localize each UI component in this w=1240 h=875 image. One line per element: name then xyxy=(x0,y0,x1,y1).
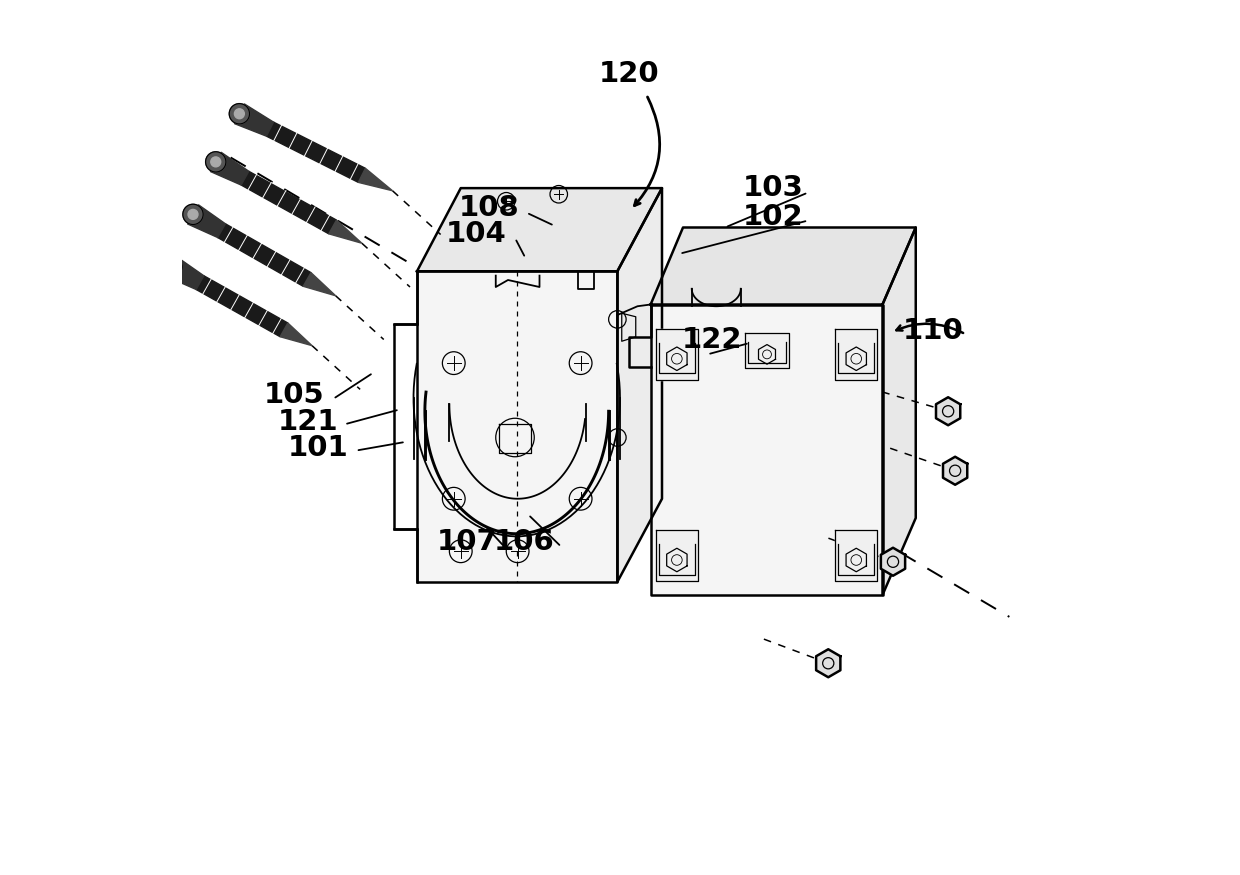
Text: 121: 121 xyxy=(278,408,339,436)
Circle shape xyxy=(211,157,221,167)
Text: 101: 101 xyxy=(288,434,348,462)
Text: 103: 103 xyxy=(743,174,804,202)
Polygon shape xyxy=(651,228,916,304)
Polygon shape xyxy=(267,123,366,182)
Text: 122: 122 xyxy=(682,326,742,354)
Polygon shape xyxy=(417,271,618,582)
Polygon shape xyxy=(883,228,916,595)
Polygon shape xyxy=(816,649,841,677)
Polygon shape xyxy=(241,172,336,234)
Polygon shape xyxy=(651,304,883,595)
Polygon shape xyxy=(211,152,249,185)
Polygon shape xyxy=(417,188,662,271)
Polygon shape xyxy=(280,323,312,346)
Polygon shape xyxy=(656,329,698,380)
Circle shape xyxy=(234,108,244,119)
Circle shape xyxy=(206,151,226,172)
Polygon shape xyxy=(218,224,311,286)
Polygon shape xyxy=(358,168,393,191)
Text: 105: 105 xyxy=(264,382,325,410)
Polygon shape xyxy=(196,276,288,337)
Polygon shape xyxy=(187,205,226,237)
Text: 110: 110 xyxy=(903,317,963,345)
Polygon shape xyxy=(836,329,877,380)
Polygon shape xyxy=(936,397,960,425)
Polygon shape xyxy=(836,530,877,581)
Polygon shape xyxy=(618,188,662,582)
Circle shape xyxy=(182,204,203,225)
Polygon shape xyxy=(942,457,967,485)
Circle shape xyxy=(229,103,249,124)
Text: 107: 107 xyxy=(436,528,497,556)
Text: 104: 104 xyxy=(446,220,507,248)
Circle shape xyxy=(167,262,177,272)
Circle shape xyxy=(188,209,198,220)
Text: 106: 106 xyxy=(494,528,554,556)
Circle shape xyxy=(162,256,182,277)
Polygon shape xyxy=(880,548,905,576)
Polygon shape xyxy=(329,220,362,243)
Text: 102: 102 xyxy=(743,203,804,231)
Polygon shape xyxy=(166,257,203,290)
Polygon shape xyxy=(234,104,274,136)
Text: 108: 108 xyxy=(459,194,520,222)
Polygon shape xyxy=(745,332,789,368)
Polygon shape xyxy=(656,530,698,581)
Polygon shape xyxy=(304,273,336,296)
Text: 120: 120 xyxy=(599,60,660,88)
